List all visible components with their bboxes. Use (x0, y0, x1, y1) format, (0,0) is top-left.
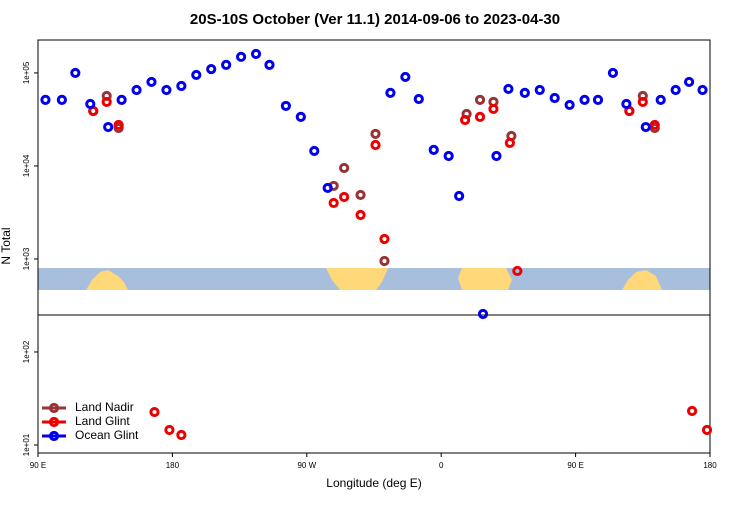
y-tick-label: 1e+02 (22, 340, 31, 363)
point (503, 83, 514, 95)
point (512, 265, 523, 277)
point (149, 406, 160, 418)
point (400, 71, 411, 83)
x-tick-label: 90 W (297, 461, 316, 470)
point (670, 84, 681, 96)
point (176, 429, 187, 441)
point (101, 96, 112, 108)
point (164, 424, 175, 436)
point (116, 94, 127, 105)
point (146, 76, 157, 88)
point (379, 233, 390, 245)
point (443, 150, 454, 162)
point (40, 94, 51, 105)
point (683, 76, 695, 88)
point (686, 405, 698, 417)
point (637, 96, 648, 108)
point (491, 150, 502, 162)
point (355, 209, 366, 221)
x-axis-label: Longitude (deg E) (326, 476, 421, 490)
point (250, 48, 262, 60)
x-tick-label: 90 E (30, 461, 46, 470)
y-tick-label: 1e+01 (22, 433, 31, 456)
point (221, 59, 232, 71)
y-tick-label: 1e+04 (22, 154, 31, 177)
point (56, 94, 67, 105)
point (280, 100, 291, 112)
point (370, 139, 381, 151)
plot-frame (37, 39, 711, 454)
point (504, 137, 515, 148)
point (235, 51, 247, 62)
point (328, 197, 339, 209)
point (621, 98, 632, 110)
legend-label: Land Glint (75, 414, 130, 428)
point (655, 94, 666, 105)
point (339, 191, 350, 203)
point (413, 93, 424, 105)
point (488, 103, 499, 115)
point (579, 94, 590, 105)
point (701, 424, 713, 436)
legend-marker (48, 416, 60, 428)
x-tick-label: 0 (439, 461, 444, 470)
x-tick-label: 180 (703, 461, 717, 470)
point (549, 92, 560, 104)
y-axis-label: N Total (0, 227, 13, 264)
point (85, 98, 96, 110)
point (640, 121, 651, 133)
legend-label: Land Nadir (75, 400, 134, 414)
point (131, 84, 142, 96)
point (459, 114, 471, 126)
point (322, 182, 333, 194)
point (70, 67, 81, 79)
point (206, 63, 217, 75)
y-tick-label: 1e+05 (22, 61, 31, 84)
point (534, 84, 545, 96)
point (519, 87, 530, 99)
point (191, 69, 202, 81)
point (649, 119, 660, 131)
point (113, 119, 124, 131)
map-strip (38, 268, 710, 290)
point (161, 84, 172, 96)
point (607, 67, 619, 79)
y-tick-label: 1e+03 (22, 247, 31, 270)
x-tick-label: 180 (166, 461, 180, 470)
point (264, 59, 275, 71)
point (355, 189, 366, 201)
point (309, 145, 320, 157)
x-tick-label: 90 E (567, 461, 583, 470)
point (370, 128, 381, 140)
point (295, 111, 306, 122)
point (697, 84, 708, 96)
chart-title: 20S-10S October (Ver 11.1) 2014-09-06 to… (190, 11, 560, 28)
point (379, 255, 390, 267)
point (454, 190, 465, 202)
point (477, 308, 489, 320)
legend-marker (48, 402, 60, 414)
point (592, 94, 604, 105)
point (339, 162, 350, 174)
point (564, 99, 575, 111)
point (474, 111, 486, 122)
legend-label: Ocean Glint (75, 428, 139, 442)
point (176, 80, 187, 92)
point (103, 121, 114, 133)
point (385, 87, 396, 99)
point (474, 94, 486, 105)
legend-marker (48, 430, 60, 442)
point (428, 144, 439, 155)
